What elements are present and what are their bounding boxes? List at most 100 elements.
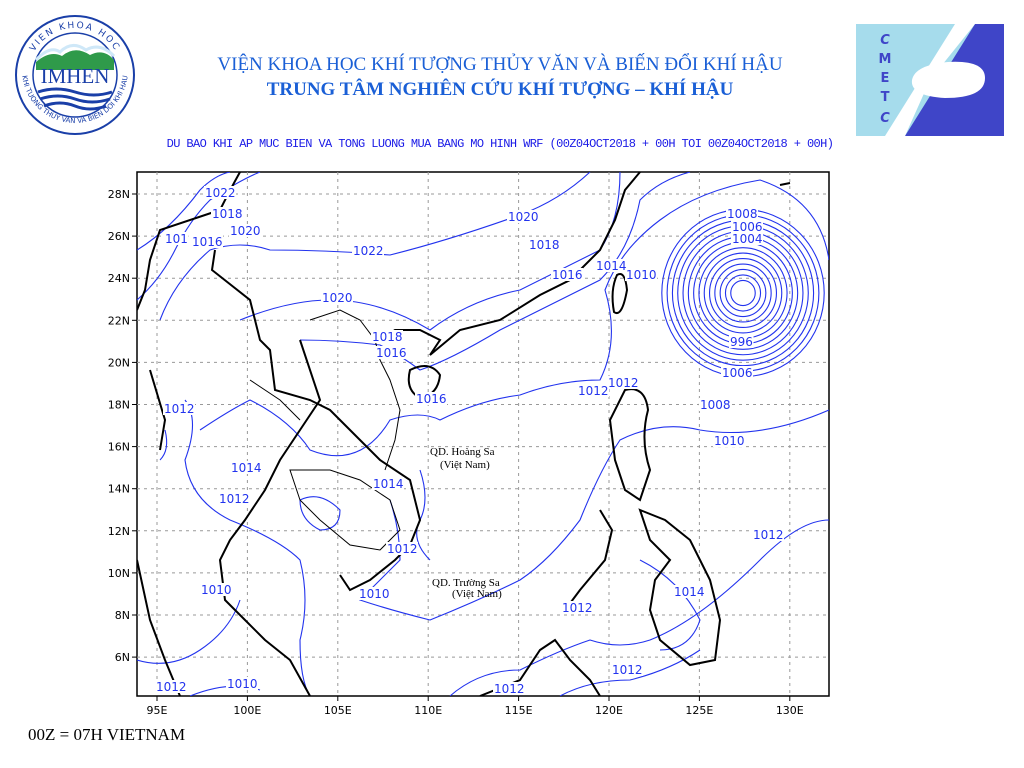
label-bg: [528, 238, 560, 251]
label-bg: [729, 335, 754, 348]
isobar-label: 1020: [322, 291, 353, 305]
label-bg: [752, 528, 784, 541]
isobar-label: 1014: [373, 477, 404, 491]
imhen-logo-text: IMHEN: [41, 64, 110, 88]
label-bg: [625, 268, 657, 281]
lon-tick-label: 105E: [324, 704, 352, 717]
cmetc-letter: E: [881, 71, 890, 86]
truong-sa-sub: (Việt Nam): [452, 588, 502, 600]
lat-tick-label: 20N: [108, 356, 130, 369]
label-bg: [721, 366, 753, 379]
isobar-label: 1012: [578, 384, 609, 398]
label-bg: [164, 232, 189, 245]
isobar-label: 1012: [164, 402, 195, 416]
label-bg: [321, 291, 353, 304]
lon-tick-label: 110E: [414, 704, 442, 717]
axis-ticks: 95E 100E 105E 110E 115E 120E 125E 130E 28N 26N 24N…: [108, 188, 804, 717]
label-bg: [204, 186, 236, 199]
lon-tick-label: 100E: [233, 704, 261, 717]
label-bg: [358, 587, 390, 600]
hoang-sa-sub: (Việt Nam): [440, 459, 490, 471]
label-bg: [211, 207, 243, 220]
label-bg: [229, 224, 261, 237]
isobar-label: 1012: [562, 601, 593, 615]
isobar-label: 1010: [626, 268, 657, 282]
isobar-label: 1016: [192, 235, 223, 249]
label-bg: [611, 663, 643, 676]
label-bg: [218, 492, 250, 505]
isobar-label: 1018: [529, 238, 560, 252]
isobar-label: 1010: [201, 583, 232, 597]
label-bg: [415, 392, 447, 405]
map-title: DU BAO KHI AP MUC BIEN VA TONG LUONG MUA…: [166, 137, 834, 151]
truong-sa-label: QD. Trường Sa: [432, 577, 500, 589]
cmetc-letter: C: [880, 33, 890, 48]
isobar-label: 1022: [353, 244, 384, 258]
lon-tick-label: 115E: [505, 704, 533, 717]
isobar-label: 1004: [732, 232, 763, 246]
label-bg: [371, 330, 403, 343]
cmetc-logo: C M E T C: [856, 24, 1004, 136]
lat-tick-label: 8N: [115, 609, 130, 622]
institute-name: VIỆN KHOA HỌC KHÍ TƯỢNG THỦY VĂN VÀ BIẾN…: [217, 54, 783, 75]
label-bg: [551, 268, 583, 281]
isobar-label: 1018: [212, 207, 243, 221]
isobar-label: 1008: [700, 398, 731, 412]
label-bg: [191, 235, 223, 248]
lat-tick-label: 22N: [108, 314, 130, 327]
lat-tick-label: 14N: [108, 483, 130, 496]
label-bg: [230, 461, 262, 474]
coastlines: [137, 172, 791, 696]
label-bg: [561, 601, 593, 614]
graticule: [137, 172, 829, 696]
label-bg: [577, 384, 609, 397]
lat-tick-label: 6N: [115, 651, 130, 664]
label-bg: [595, 259, 627, 272]
lat-tick-label: 24N: [108, 272, 130, 285]
lon-tick-label: 130E: [776, 704, 804, 717]
label-bg: [163, 402, 195, 415]
label-bg: [226, 677, 258, 690]
label-bg: [699, 398, 731, 411]
label-bg: [607, 376, 639, 389]
isobar-label: 1012: [612, 663, 643, 677]
lat-tick-label: 10N: [108, 567, 130, 580]
lat-tick-label: 26N: [108, 230, 130, 243]
label-bg: [386, 542, 418, 555]
isobar-label: 1020: [508, 210, 539, 224]
isobar-label: 1010: [359, 587, 390, 601]
label-bg: [375, 346, 407, 359]
imhen-logo: IMHEN VIEN KHOA HOC KHI TUONG THUY VAN V…: [15, 15, 135, 135]
time-note: 00Z = 07H VIETNAM: [28, 725, 186, 744]
isobar-label: 1014: [596, 259, 627, 273]
typhoon-isobar: [730, 279, 756, 307]
lon-tick-label: 95E: [147, 704, 168, 717]
hoang-sa-label: QD. Hoàng Sa: [430, 446, 495, 458]
typhoon-isobar: [724, 274, 762, 312]
lat-tick-label: 12N: [108, 525, 130, 538]
isobar-label: 1006: [722, 366, 753, 380]
country-borders: [249, 309, 401, 551]
lat-tick-label: 16N: [108, 441, 130, 454]
label-bg: [673, 585, 705, 598]
isobar-label: 101: [165, 232, 188, 246]
isobar-label: 996: [730, 335, 753, 349]
isobar-label: 1012: [494, 682, 525, 696]
isobar-label: 1012: [608, 376, 639, 390]
label-bg: [731, 220, 763, 233]
isobar-label: 1022: [205, 186, 236, 200]
isobar-label: 1012: [753, 528, 784, 542]
island-labels: QD. Hoàng Sa (Việt Nam) QD. Trường Sa (V…: [430, 446, 502, 600]
isobar-label: 1012: [387, 542, 418, 556]
label-bg: [155, 680, 187, 693]
center-name: TRUNG TÂM NGHIÊN CỨU KHÍ TƯỢNG – KHÍ HẬU: [266, 79, 734, 100]
typhoon-isobar: [719, 268, 767, 318]
cmetc-letter: M: [879, 52, 892, 67]
isobar-label: 1014: [231, 461, 262, 475]
typhoon-isobar: [714, 263, 772, 323]
label-bg: [493, 682, 525, 695]
isobar-label: 1006: [732, 220, 763, 234]
lon-tick-label: 120E: [595, 704, 623, 717]
